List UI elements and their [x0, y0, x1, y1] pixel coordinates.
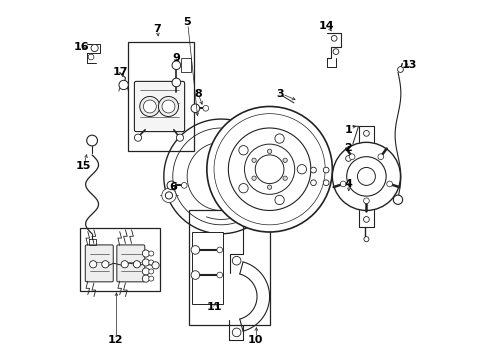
Circle shape	[181, 183, 187, 188]
Circle shape	[386, 181, 392, 187]
Circle shape	[283, 176, 286, 180]
Text: 10: 10	[247, 334, 263, 345]
Text: 11: 11	[206, 302, 222, 312]
Text: 17: 17	[113, 67, 128, 77]
Circle shape	[214, 114, 325, 225]
Circle shape	[217, 247, 222, 253]
Circle shape	[283, 158, 286, 162]
Circle shape	[238, 145, 247, 155]
Circle shape	[251, 158, 256, 162]
Circle shape	[134, 134, 142, 141]
Circle shape	[165, 192, 172, 199]
Circle shape	[148, 276, 153, 281]
Circle shape	[203, 105, 208, 111]
Circle shape	[119, 80, 128, 90]
Text: 13: 13	[401, 60, 416, 70]
Circle shape	[89, 261, 97, 268]
Circle shape	[238, 184, 247, 193]
Circle shape	[255, 155, 284, 184]
Text: 15: 15	[75, 161, 91, 171]
Circle shape	[121, 261, 128, 268]
Circle shape	[392, 195, 402, 204]
Circle shape	[251, 176, 256, 180]
Text: 3: 3	[276, 89, 284, 99]
Text: 16: 16	[73, 42, 89, 52]
Circle shape	[297, 165, 306, 174]
Circle shape	[332, 49, 338, 54]
Text: 9: 9	[172, 53, 180, 63]
Circle shape	[363, 131, 368, 136]
Circle shape	[346, 157, 386, 196]
FancyBboxPatch shape	[85, 245, 113, 282]
Text: 7: 7	[152, 24, 160, 35]
Circle shape	[310, 167, 316, 173]
Text: 1: 1	[344, 125, 352, 135]
Circle shape	[310, 180, 316, 186]
Bar	[188, 211, 269, 325]
Circle shape	[357, 167, 375, 185]
Circle shape	[274, 134, 284, 143]
Bar	[191, 232, 223, 304]
Circle shape	[142, 259, 149, 266]
Circle shape	[267, 149, 271, 153]
Bar	[80, 228, 160, 291]
Text: 8: 8	[194, 89, 202, 99]
Circle shape	[340, 181, 346, 187]
Circle shape	[158, 96, 178, 117]
Circle shape	[142, 250, 149, 257]
FancyBboxPatch shape	[134, 81, 184, 132]
Circle shape	[86, 135, 97, 146]
Circle shape	[162, 100, 175, 113]
Circle shape	[397, 67, 403, 72]
Circle shape	[323, 180, 328, 186]
Text: 4: 4	[344, 179, 352, 189]
Circle shape	[152, 262, 159, 269]
Circle shape	[345, 156, 351, 161]
Circle shape	[267, 185, 271, 189]
Bar	[128, 42, 194, 151]
Circle shape	[191, 271, 199, 279]
Circle shape	[377, 154, 383, 159]
Circle shape	[330, 36, 336, 41]
Circle shape	[363, 217, 368, 222]
Circle shape	[191, 104, 199, 113]
Circle shape	[274, 195, 284, 204]
Bar	[180, 58, 191, 72]
Circle shape	[162, 188, 176, 203]
Circle shape	[140, 96, 160, 117]
Circle shape	[206, 107, 332, 232]
Circle shape	[148, 260, 153, 265]
Circle shape	[323, 167, 328, 173]
Circle shape	[142, 268, 149, 275]
Circle shape	[172, 61, 180, 69]
Circle shape	[348, 154, 354, 159]
Circle shape	[217, 272, 222, 278]
Circle shape	[232, 328, 241, 337]
Circle shape	[332, 142, 400, 211]
Circle shape	[148, 251, 153, 256]
Text: 14: 14	[319, 21, 334, 31]
Circle shape	[88, 54, 94, 60]
Circle shape	[228, 128, 310, 211]
Circle shape	[176, 134, 183, 141]
Circle shape	[232, 256, 241, 265]
Circle shape	[133, 261, 140, 268]
Circle shape	[142, 275, 149, 282]
Circle shape	[363, 198, 368, 204]
Circle shape	[244, 144, 294, 194]
Text: 5: 5	[183, 17, 190, 27]
Circle shape	[167, 181, 175, 190]
Circle shape	[191, 246, 199, 254]
Text: 12: 12	[107, 334, 123, 345]
Circle shape	[91, 44, 98, 51]
Circle shape	[363, 237, 368, 242]
Circle shape	[148, 269, 153, 274]
Circle shape	[143, 100, 156, 113]
Circle shape	[102, 261, 109, 268]
Circle shape	[172, 78, 180, 87]
Text: 2: 2	[344, 143, 352, 153]
Text: 6: 6	[168, 182, 176, 192]
FancyBboxPatch shape	[117, 245, 144, 282]
